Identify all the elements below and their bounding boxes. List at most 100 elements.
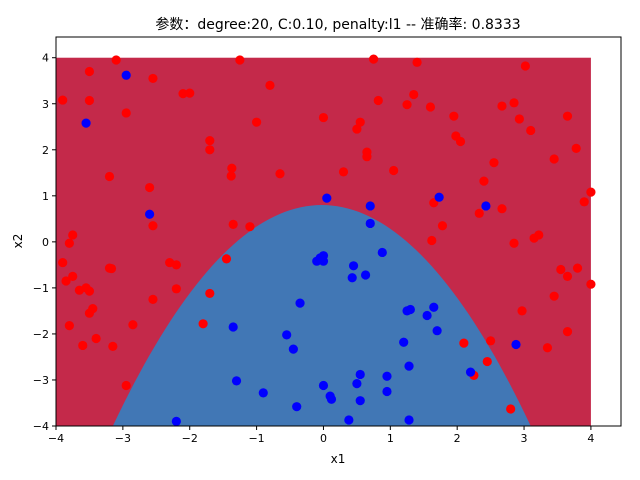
plot-frame (55, 36, 622, 427)
data-point (517, 306, 527, 316)
data-point (344, 415, 354, 425)
data-point (486, 336, 496, 346)
data-point (562, 271, 573, 281)
data-point (178, 89, 188, 99)
data-point (377, 247, 387, 258)
data-point (61, 276, 71, 286)
x-axis-label: x1 (331, 452, 346, 466)
data-point (352, 124, 362, 134)
data-point (562, 327, 573, 337)
data-point (121, 108, 131, 118)
data-point (228, 322, 238, 332)
axes: −4 −3 −2 −1 0 1 2 3 4 −4 −3 −2 −1 0 1 2 3 4 (33, 36, 622, 445)
data-point (235, 55, 245, 65)
x-tick-label: −4 (48, 432, 64, 445)
data-point (497, 101, 507, 111)
data-point (318, 380, 329, 391)
data-point (556, 264, 566, 275)
data-point (91, 333, 101, 344)
y-tick-label: −3 (33, 374, 49, 387)
data-point (171, 284, 181, 294)
data-point (108, 341, 118, 351)
data-point (365, 218, 375, 229)
data-point (427, 235, 437, 246)
data-point (295, 298, 305, 308)
data-point (226, 171, 236, 181)
x-tick-label: 3 (521, 432, 528, 445)
x-tick-label: 4 (587, 432, 594, 445)
data-point (526, 125, 536, 136)
data-point (251, 117, 262, 127)
data-point (497, 204, 507, 214)
data-point (352, 379, 362, 389)
data-point (382, 386, 392, 397)
x-tick-label: −3 (115, 432, 131, 445)
data-point (58, 95, 68, 105)
data-point (68, 271, 78, 281)
data-point (571, 143, 581, 154)
data-point (520, 61, 530, 71)
data-point (389, 165, 399, 176)
y-axis-label: x2 (11, 234, 25, 249)
data-point (489, 158, 499, 168)
data-point (128, 320, 138, 330)
data-point (221, 254, 232, 264)
data-point (145, 182, 155, 193)
data-point (432, 326, 442, 336)
data-point (459, 338, 469, 348)
data-point (509, 98, 519, 108)
data-point (373, 95, 383, 106)
data-point (404, 361, 414, 371)
data-point (84, 95, 95, 106)
data-point (511, 339, 521, 350)
data-point (171, 260, 181, 270)
data-point (84, 66, 95, 77)
data-point (429, 302, 439, 312)
x-tick-label: −1 (248, 432, 264, 445)
data-point (405, 304, 415, 315)
inner-class-region (112, 205, 531, 426)
data-point (369, 54, 379, 64)
data-point (412, 57, 422, 67)
data-point (282, 330, 292, 340)
data-point (205, 145, 215, 155)
data-point (422, 310, 432, 321)
data-point (338, 167, 349, 177)
data-point (148, 221, 158, 231)
data-point (227, 163, 237, 173)
x-tick-label: −2 (182, 432, 198, 445)
x-tick-label: 0 (320, 432, 327, 445)
data-point (409, 89, 419, 100)
data-point (579, 197, 589, 207)
data-point (355, 396, 365, 406)
x-tick-label: 2 (454, 432, 461, 445)
data-point (148, 73, 158, 84)
data-point (509, 238, 519, 248)
data-point (449, 111, 459, 121)
data-point (171, 416, 181, 426)
data-point (292, 402, 302, 412)
data-point (68, 230, 78, 240)
data-point (437, 221, 448, 231)
data-point (185, 88, 195, 98)
data-point (347, 273, 357, 283)
data-point (231, 376, 242, 386)
data-point (205, 135, 215, 146)
data-point (228, 219, 238, 229)
y-tick-label: −2 (33, 328, 49, 341)
data-point (434, 192, 444, 202)
y-tick-label: −4 (33, 420, 49, 433)
data-point (64, 238, 74, 248)
data-point (104, 171, 115, 182)
data-point (205, 288, 215, 299)
data-point (514, 114, 524, 124)
chart-title: 参数：degree:20, C:0.10, penalty:l1 -- 准确率:… (155, 16, 520, 33)
data-point (586, 279, 596, 289)
data-point (322, 193, 332, 203)
data-point (88, 304, 98, 314)
data-point (425, 102, 436, 112)
data-point (64, 321, 74, 331)
data-point (455, 136, 466, 147)
data-point (382, 371, 392, 381)
data-point (198, 319, 208, 329)
